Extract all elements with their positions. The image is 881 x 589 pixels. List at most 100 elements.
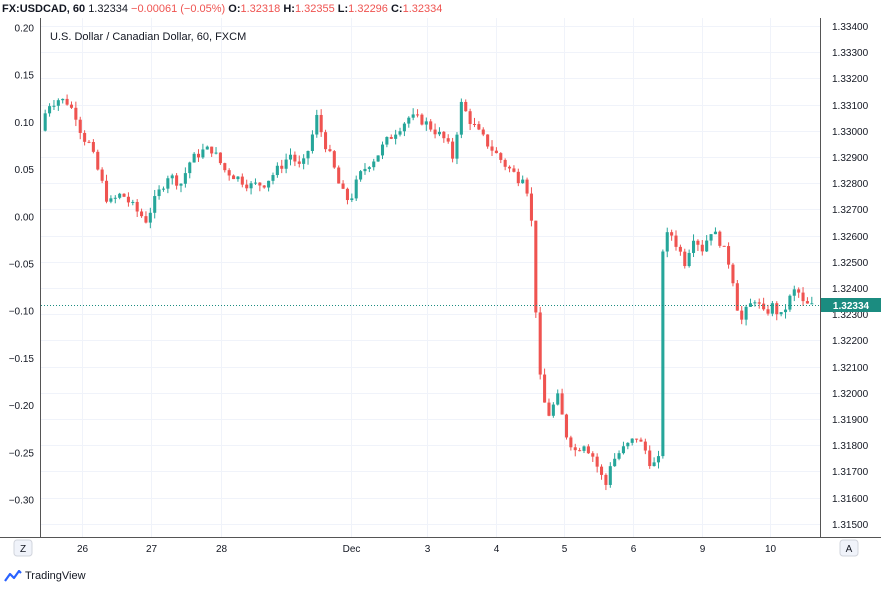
candle bbox=[744, 304, 748, 326]
candle bbox=[731, 262, 735, 287]
candle bbox=[236, 176, 240, 182]
candle bbox=[621, 441, 625, 455]
candle bbox=[271, 172, 275, 185]
candle bbox=[157, 185, 161, 200]
candle bbox=[372, 158, 376, 171]
last-price-badge-text: 1.32334 bbox=[833, 301, 870, 312]
candle bbox=[468, 108, 472, 131]
footer-brand[interactable]: TradingView bbox=[4, 568, 86, 584]
left-tick-label: 0.15 bbox=[15, 71, 35, 82]
right-tick-label: 1.32300 bbox=[832, 310, 869, 321]
candle bbox=[192, 152, 196, 163]
candle bbox=[56, 98, 60, 111]
right-tick-label: 1.33400 bbox=[832, 22, 869, 33]
auto-scale-button[interactable]: A bbox=[839, 539, 859, 557]
candle bbox=[61, 98, 65, 104]
candle bbox=[302, 154, 306, 170]
candle bbox=[104, 174, 109, 204]
last-price-badge: 1.32334 bbox=[821, 298, 881, 312]
candle bbox=[232, 174, 236, 180]
candle bbox=[87, 139, 91, 144]
candle bbox=[161, 186, 166, 192]
candle bbox=[472, 117, 477, 128]
candle bbox=[113, 195, 117, 204]
candle bbox=[766, 304, 770, 316]
right-tick-label: 1.31800 bbox=[832, 441, 869, 452]
candle bbox=[670, 229, 674, 241]
candle bbox=[96, 149, 100, 171]
candle bbox=[91, 139, 95, 154]
candle bbox=[389, 134, 393, 140]
candle bbox=[442, 130, 446, 143]
candle bbox=[332, 150, 336, 169]
candle bbox=[380, 141, 385, 160]
time-tick-label: 6 bbox=[631, 544, 637, 555]
candle bbox=[783, 304, 788, 319]
candle bbox=[775, 301, 779, 321]
candle bbox=[74, 101, 78, 127]
candle bbox=[398, 127, 402, 137]
time-tick-label: 26 bbox=[77, 544, 89, 555]
right-tick-label: 1.32900 bbox=[832, 153, 869, 164]
candle bbox=[494, 147, 498, 154]
candle bbox=[762, 297, 766, 311]
candle bbox=[551, 402, 555, 418]
candle bbox=[512, 165, 516, 173]
left-tick-label: −0.20 bbox=[9, 401, 35, 412]
candle bbox=[122, 193, 126, 198]
candle bbox=[626, 442, 630, 450]
candle bbox=[486, 134, 490, 149]
candle bbox=[144, 211, 148, 224]
candle bbox=[678, 244, 682, 256]
candle bbox=[183, 167, 187, 188]
candle bbox=[779, 312, 783, 317]
candle bbox=[573, 443, 577, 457]
candle bbox=[810, 296, 814, 305]
candle bbox=[481, 127, 485, 137]
candle bbox=[240, 173, 244, 188]
candle bbox=[665, 227, 669, 258]
candle bbox=[516, 168, 520, 187]
left-tick-label: −0.10 bbox=[9, 307, 35, 318]
close-label: C: bbox=[390, 3, 403, 15]
zoom-button[interactable]: Z bbox=[13, 539, 33, 557]
candle bbox=[78, 116, 82, 140]
candle bbox=[118, 192, 122, 200]
candle bbox=[683, 248, 687, 269]
candle bbox=[534, 220, 538, 318]
candle bbox=[131, 199, 135, 206]
candle bbox=[748, 298, 753, 307]
candle bbox=[556, 389, 560, 406]
right-tick-label: 1.31700 bbox=[832, 467, 869, 478]
right-tick-label: 1.33000 bbox=[832, 127, 869, 138]
candle bbox=[613, 453, 617, 467]
candle bbox=[337, 165, 341, 184]
right-tick-label: 1.32800 bbox=[832, 179, 869, 190]
candle bbox=[691, 234, 696, 258]
candle bbox=[547, 398, 551, 417]
candle bbox=[595, 453, 599, 473]
candle bbox=[648, 445, 652, 469]
candle bbox=[586, 444, 590, 454]
right-tick-label: 1.33200 bbox=[832, 74, 869, 85]
candle bbox=[600, 464, 604, 480]
candle bbox=[253, 178, 257, 186]
candle bbox=[801, 287, 805, 306]
candle bbox=[416, 109, 420, 118]
axes bbox=[0, 18, 881, 538]
candle bbox=[367, 166, 371, 173]
brand-label: TradingView bbox=[25, 570, 86, 582]
candle bbox=[797, 287, 801, 298]
candle bbox=[591, 451, 595, 463]
candle bbox=[319, 109, 323, 137]
candle bbox=[245, 179, 249, 192]
candle bbox=[521, 175, 525, 184]
candle bbox=[617, 450, 621, 461]
candle bbox=[258, 182, 262, 192]
candle bbox=[385, 136, 389, 148]
left-tick-label: 0.20 bbox=[15, 24, 35, 35]
candle bbox=[499, 152, 503, 164]
candle bbox=[652, 457, 656, 467]
candle bbox=[48, 103, 52, 117]
